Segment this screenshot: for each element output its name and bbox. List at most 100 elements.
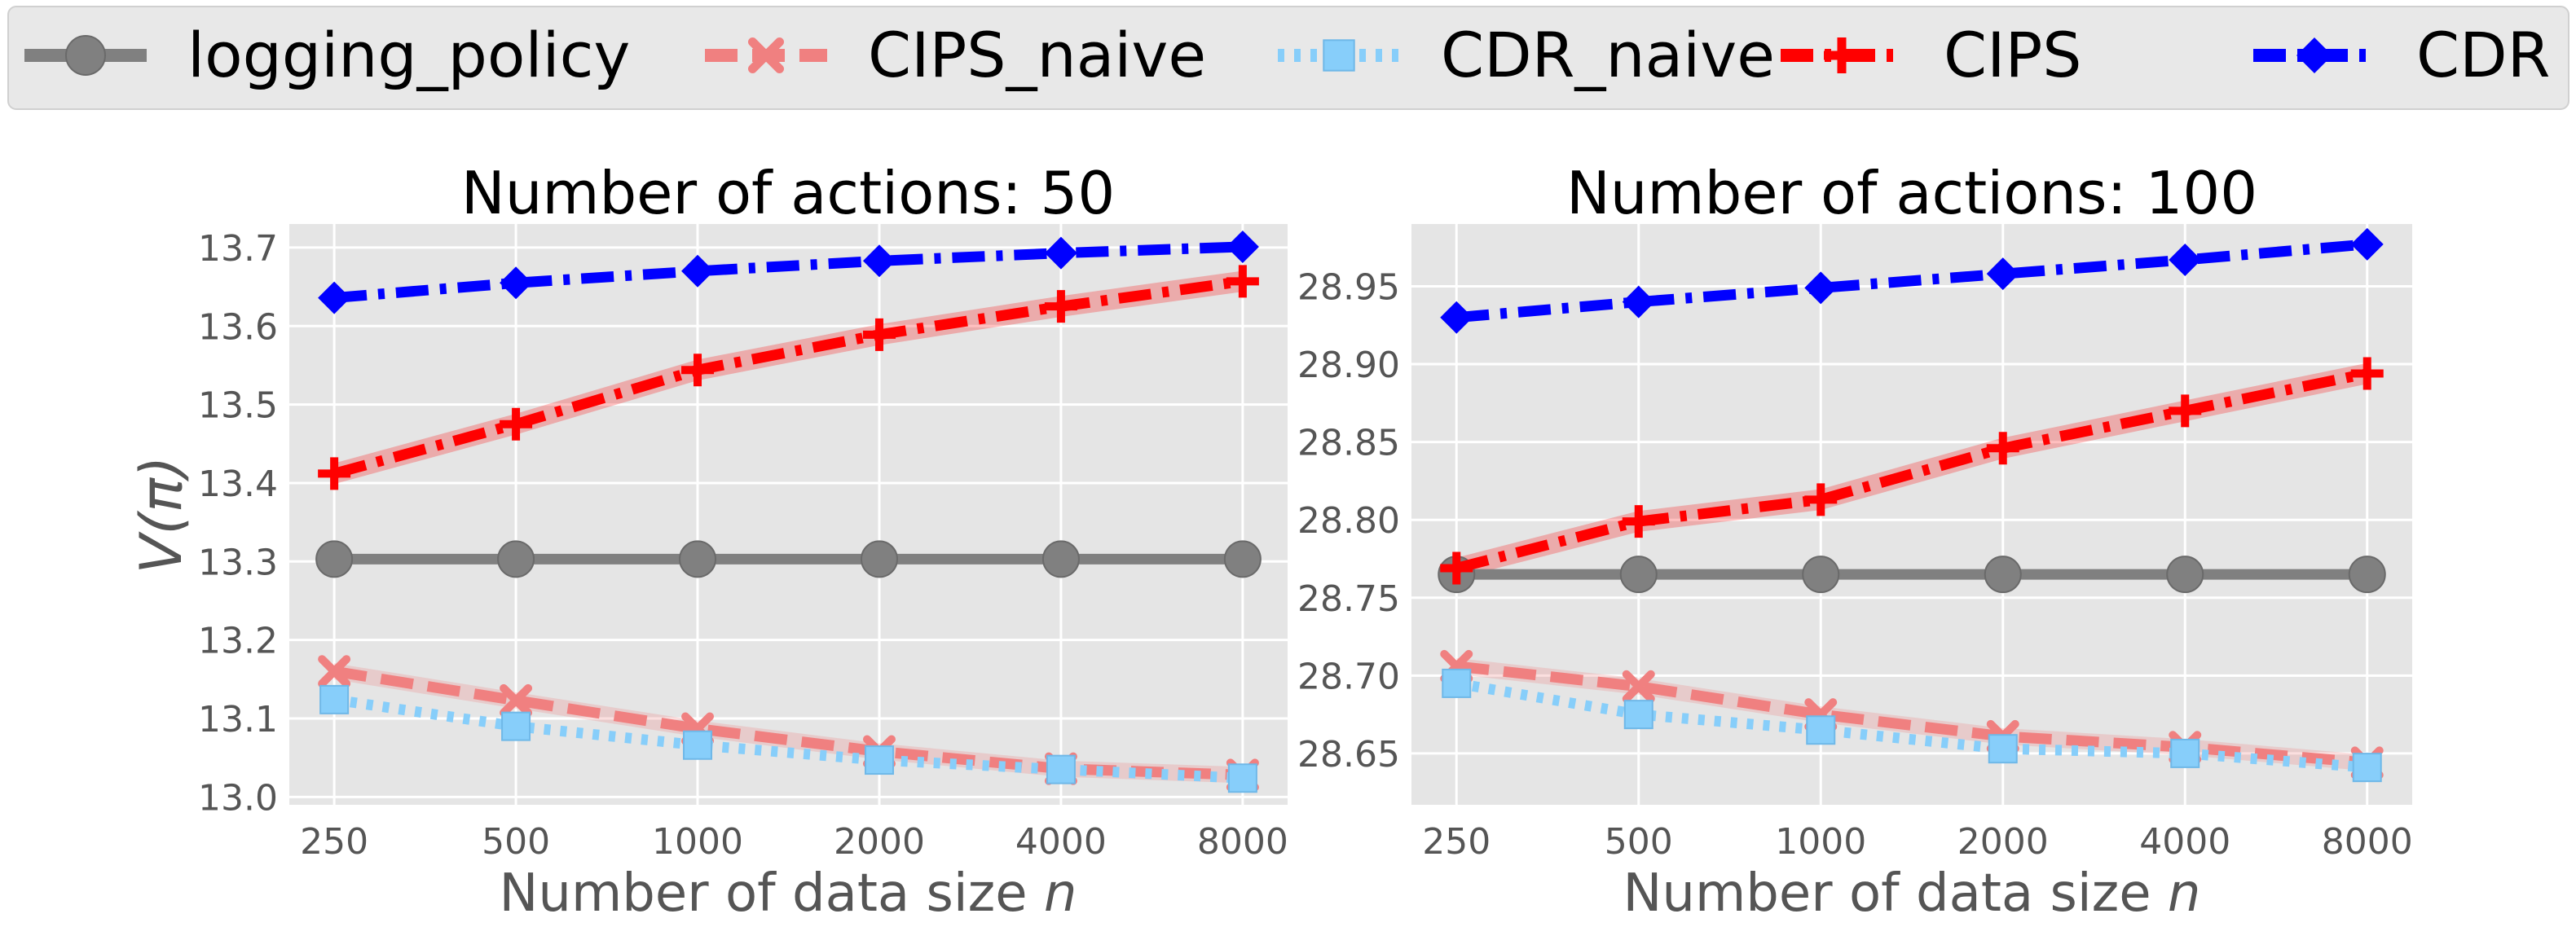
plot-area (1411, 224, 2412, 805)
data-point (683, 730, 713, 760)
data-point (315, 540, 354, 578)
legend-marker-circle-icon (65, 35, 106, 76)
series-line (1455, 678, 2368, 773)
data-point (1046, 754, 1076, 784)
legend-entry-cips: CIPS (1781, 19, 2082, 91)
data-point (1442, 668, 1472, 698)
chart-title: Number of actions: 50 (461, 159, 1115, 227)
series-cdr-naive (319, 684, 1257, 793)
x-tick-label: 1000 (652, 821, 743, 863)
y-tick-label: 28.95 (1297, 266, 1400, 308)
x-tick-label: 4000 (1015, 821, 1107, 863)
data-point (1440, 301, 1473, 334)
data-point (862, 244, 896, 278)
data-point (1986, 257, 2019, 291)
data-point (501, 711, 531, 741)
y-tick-label: 28.75 (1297, 578, 1400, 620)
series-line (1455, 368, 2369, 573)
data-point (1619, 556, 1658, 594)
x-tick-label: 250 (300, 821, 368, 863)
data-point (1223, 540, 1262, 578)
series-line (1455, 661, 2368, 768)
x-tick-label: 2000 (1957, 821, 2049, 863)
x-tick-label: 8000 (1197, 821, 1288, 863)
data-point (681, 354, 715, 387)
data-point (318, 655, 351, 688)
legend-label: logging_policy (187, 19, 630, 91)
x-axis-label: Number of data size n (1623, 863, 2201, 924)
data-point (1622, 670, 1655, 703)
x-tick-label: 500 (1605, 821, 1673, 863)
y-tick-label: 28.90 (1297, 345, 1400, 386)
legend-label: CDR_naive (1441, 19, 1775, 91)
data-point (1986, 432, 2019, 465)
data-point (1226, 230, 1259, 263)
y-axis-label: V(π) (128, 456, 195, 574)
x-tick-label: 500 (482, 821, 550, 863)
data-point (1226, 265, 1259, 298)
legend-entry-cdr-naive: CDR_naive (1278, 19, 1775, 91)
legend-marker-square-icon (1323, 39, 1355, 72)
data-point (1804, 483, 1838, 516)
chart-title: Number of actions: 100 (1566, 159, 2257, 227)
legend-entry-logging-policy: logging_policy (24, 19, 630, 91)
y-tick-label: 13.6 (198, 306, 278, 348)
legend-marker-diamond-icon (2296, 37, 2332, 73)
series-cdr (318, 230, 1259, 314)
data-point (2352, 753, 2382, 783)
data-point (2170, 738, 2200, 768)
series-line (333, 694, 1244, 784)
data-point (679, 540, 717, 578)
data-point (2348, 556, 2386, 594)
legend: logging_policy CIPS_naive CDR_naive CIPS CDR (7, 6, 2569, 110)
legend-marker-plus-icon (1824, 37, 1860, 73)
plot-area (289, 224, 1288, 805)
data-point (864, 745, 894, 775)
series-cdr-naive (1442, 668, 2382, 783)
legend-label: CIPS (1944, 19, 2082, 91)
series-line (333, 666, 1244, 780)
series-line (333, 241, 1244, 304)
x-tick-label: 1000 (1775, 821, 1866, 863)
y-tick-label: 13.1 (198, 699, 278, 740)
data-point (2350, 357, 2384, 390)
data-point (2350, 227, 2384, 261)
data-point (1806, 715, 1836, 745)
legend-entry-cips-naive: CIPS_naive (705, 19, 1206, 91)
data-point (1440, 551, 1473, 585)
y-tick-label: 13.0 (198, 777, 278, 819)
series-line (1455, 239, 2368, 323)
legend-label: CDR (2416, 19, 2550, 91)
legend-label: CIPS_naive (868, 19, 1206, 91)
subplot-actions-100: 250 500 1000 2000 4000 8000 28.65 28.70 28.75 28… (1297, 159, 2413, 924)
y-tick-label: 13.5 (198, 385, 278, 427)
data-point (2169, 243, 2202, 276)
y-tick-label: 28.70 (1297, 656, 1400, 697)
legend-background (7, 6, 2569, 110)
subplot-actions-50: 250 500 1000 2000 4000 8000 13.0 13.1 13.2 13.3 1… (128, 159, 1288, 924)
y-tick-label: 13.4 (198, 464, 278, 505)
data-point (1622, 505, 1655, 538)
data-point (1802, 556, 1840, 594)
data-point (1622, 285, 1655, 319)
y-tick-label: 28.65 (1297, 734, 1400, 775)
data-point (681, 254, 715, 288)
series-cips (318, 265, 1259, 490)
data-point (2166, 556, 2204, 594)
data-point (1044, 290, 1077, 323)
data-point (1988, 734, 2018, 764)
x-tick-label: 250 (1422, 821, 1491, 863)
data-point (1227, 763, 1257, 793)
y-tick-label: 13.3 (198, 542, 278, 583)
data-point (500, 266, 533, 300)
data-point (862, 318, 896, 351)
data-point (1623, 700, 1653, 730)
confidence-band-cips (334, 270, 1243, 485)
data-point (1984, 556, 2022, 594)
series-cips (1440, 357, 2384, 585)
data-point (318, 457, 351, 490)
data-point (319, 684, 350, 714)
x-axis-label: Number of data size n (500, 863, 1077, 924)
y-tick-label: 28.80 (1297, 500, 1400, 542)
